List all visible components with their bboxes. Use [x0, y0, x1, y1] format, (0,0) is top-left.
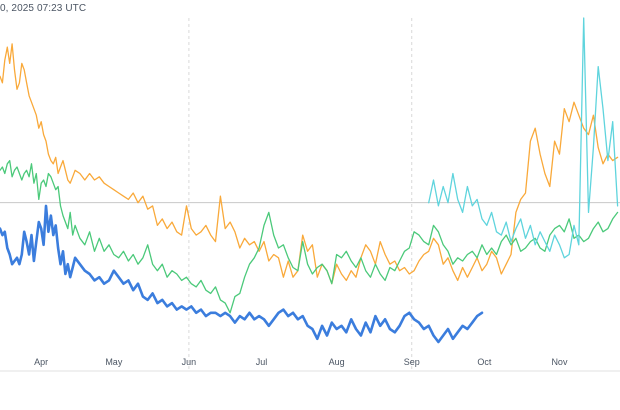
- x-tick-label-may: May: [105, 357, 123, 367]
- series-line-blue: [0, 204, 484, 344]
- x-tick-label-jul: Jul: [256, 357, 268, 367]
- series-line-cyan: [428, 17, 619, 259]
- axis-layer: Apr May Jun Jul Aug Sep Oct Nov: [0, 357, 620, 372]
- series-layer: [0, 17, 619, 344]
- x-tick-label-nov: Nov: [551, 357, 568, 367]
- chart-timestamp: 0, 2025 07:23 UTC: [0, 3, 87, 14]
- x-tick-label-aug: Aug: [329, 357, 345, 367]
- series-line-orange: [0, 43, 619, 285]
- grid-layer: [0, 18, 620, 371]
- x-tick-label-oct: Oct: [477, 357, 492, 367]
- x-tick-label-jun: Jun: [182, 357, 197, 367]
- x-tick-label-apr: Apr: [34, 357, 48, 367]
- x-tick-label-sep: Sep: [404, 357, 420, 367]
- series-line-green: [0, 159, 619, 314]
